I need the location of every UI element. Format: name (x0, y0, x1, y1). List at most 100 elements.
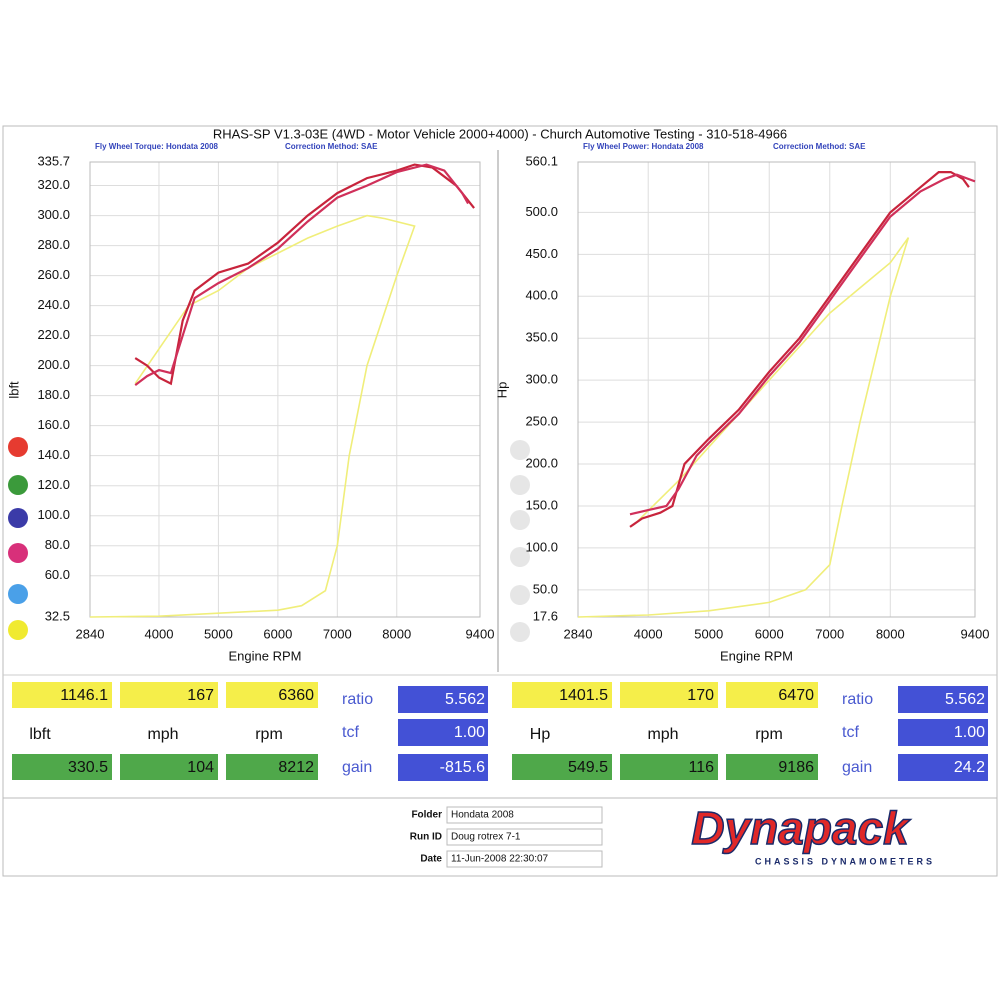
y-tick-label: 240.0 (37, 297, 70, 312)
x-tick-label: 2840 (76, 626, 105, 641)
setting-box (898, 719, 988, 746)
readout-value: 549.5 (568, 759, 608, 776)
x-tick-label: 2840 (564, 626, 593, 641)
setting-value: 1.00 (454, 724, 485, 741)
readout-value: 6360 (278, 687, 314, 704)
setting-label: ratio (842, 691, 873, 708)
y-tick-label: 450.0 (525, 246, 558, 261)
y-tick-label: 560.1 (525, 153, 558, 168)
readout-box (726, 682, 818, 708)
legend-dot (510, 475, 530, 495)
readout-box (620, 754, 718, 780)
field-label: Run ID (410, 832, 442, 843)
legend-dot (8, 437, 28, 457)
readout-unit: Hp (530, 726, 551, 743)
y-tick-label: 260.0 (37, 267, 70, 282)
x-tick-label: 7000 (815, 626, 844, 641)
y-tick-label: 100.0 (525, 539, 558, 554)
field-box (446, 806, 603, 824)
x-axis-label: Engine RPM (720, 648, 793, 663)
setting-label: tcf (342, 724, 359, 741)
y-tick-label: 500.0 (525, 204, 558, 219)
chart-correction: Correction Method: SAE (285, 142, 378, 151)
setting-value: 24.2 (954, 759, 985, 776)
x-tick-label: 8000 (382, 626, 411, 641)
readout-value: 116 (688, 759, 714, 776)
setting-value: 1.00 (954, 724, 985, 741)
plot-frame (89, 161, 481, 618)
setting-box (398, 719, 488, 746)
y-tick-label: 300.0 (525, 372, 558, 387)
y-tick-label: 200.0 (525, 455, 558, 470)
y-tick-label: 400.0 (525, 288, 558, 303)
y-tick-label: 100.0 (37, 507, 70, 522)
setting-value: -815.6 (440, 759, 485, 776)
field-value: Hondata 2008 (451, 810, 514, 821)
header-title: RHAS-SP V1.3-03E (4WD - Motor Vehicle 20… (213, 126, 787, 141)
setting-label: tcf (842, 724, 859, 741)
y-tick-label: 140.0 (37, 447, 70, 462)
legend-dot (8, 584, 28, 604)
y-axis-label: lbft (6, 381, 21, 399)
y-tick-label: 60.0 (45, 567, 70, 582)
x-tick-label: 6000 (263, 626, 292, 641)
setting-label: gain (342, 759, 372, 776)
readout-value: 167 (187, 687, 214, 704)
y-tick-label: 80.0 (45, 537, 70, 552)
sheet (2, 125, 998, 877)
setting-box (898, 686, 988, 713)
readout-box (12, 682, 112, 708)
x-tick-label: 9400 (466, 626, 495, 641)
logo-tagline: CHASSIS DYNAMOMETERS (755, 856, 935, 866)
x-tick-label: 5000 (204, 626, 233, 641)
data-line (629, 171, 970, 528)
readout-value: 1401.5 (559, 687, 608, 704)
readout-value: 330.5 (68, 759, 108, 776)
y-tick-label: 160.0 (37, 417, 70, 432)
legend-dot (8, 508, 28, 528)
y-tick-label: 300.0 (37, 207, 70, 222)
readout-box (226, 682, 318, 708)
readout-box (120, 682, 218, 708)
y-tick-label: 32.5 (45, 608, 70, 623)
data-line (629, 173, 976, 516)
data-line (134, 163, 470, 386)
readout-value: 6470 (778, 687, 814, 704)
setting-box (398, 754, 488, 781)
setting-value: 5.562 (945, 691, 985, 708)
field-box (446, 828, 603, 846)
legend-dot (8, 475, 28, 495)
x-tick-label: 8000 (876, 626, 905, 641)
readout-value: 170 (687, 687, 714, 704)
x-axis-label: Engine RPM (229, 648, 302, 663)
legend-dot (510, 510, 530, 530)
x-tick-label: 9400 (961, 626, 990, 641)
legend-dot (510, 585, 530, 605)
readout-box (226, 754, 318, 780)
y-tick-label: 200.0 (37, 357, 70, 372)
setting-label: gain (842, 759, 872, 776)
readout-unit: rpm (255, 726, 283, 743)
field-value: 11-Jun-2008 22:30:07 (451, 854, 549, 865)
legend-dot (510, 547, 530, 567)
legend-dot (8, 543, 28, 563)
legend-dots (8, 437, 530, 642)
y-tick-label: 335.7 (37, 153, 70, 168)
x-tick-label: 5000 (694, 626, 723, 641)
x-tick-label: 6000 (755, 626, 784, 641)
readout-box (12, 754, 112, 780)
setting-value: 5.562 (445, 691, 485, 708)
chart-correction: Correction Method: SAE (773, 142, 866, 151)
legend-dot (510, 622, 530, 642)
y-tick-label: 180.0 (37, 387, 70, 402)
x-tick-label: 7000 (323, 626, 352, 641)
y-tick-label: 350.0 (525, 330, 558, 345)
readout-value: 8212 (278, 759, 314, 776)
y-tick-label: 220.0 (37, 327, 70, 342)
chart-subtitle: Fly Wheel Torque: Hondata 2008 (95, 142, 219, 151)
readout-value: 9186 (778, 759, 814, 776)
readout-box (726, 754, 818, 780)
y-tick-label: 320.0 (37, 177, 70, 192)
logo: Dynapack (691, 802, 911, 854)
